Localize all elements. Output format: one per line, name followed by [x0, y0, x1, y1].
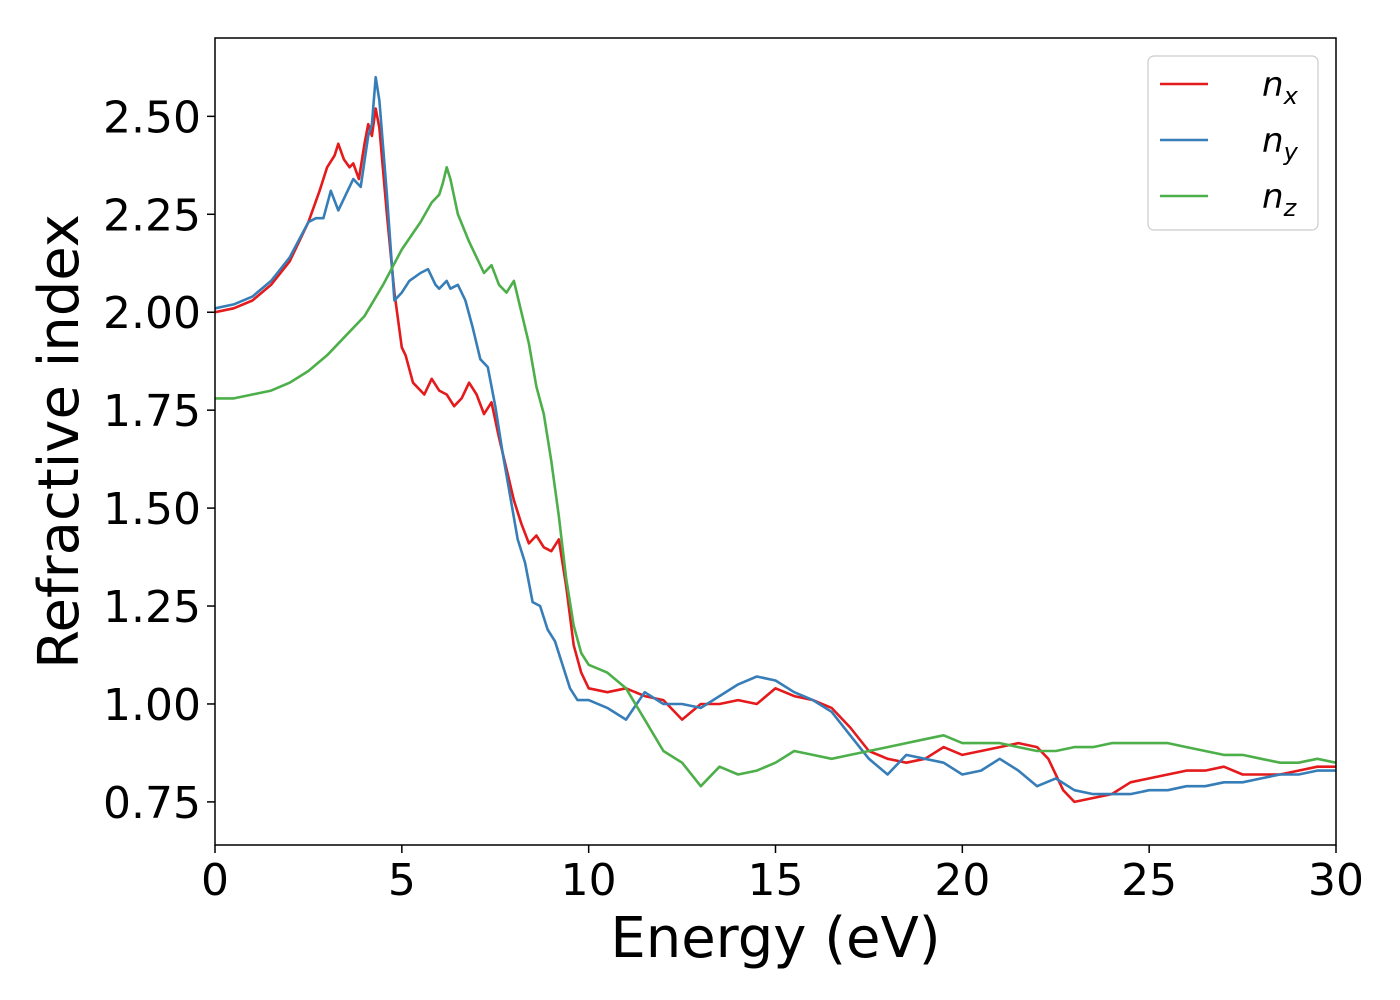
- y-axis-title: Refractive index: [27, 214, 92, 669]
- x-tick-label: 20: [934, 855, 990, 906]
- y-tick-label: 2.00: [103, 288, 201, 339]
- legend-label-x: nx: [1262, 65, 1299, 110]
- x-tick-label: 25: [1121, 855, 1177, 906]
- legend-label-y: ny: [1262, 121, 1299, 166]
- series-line-z: [215, 166, 1336, 788]
- x-tick-label: 0: [201, 855, 229, 906]
- y-tick-label: 1.25: [103, 582, 201, 633]
- y-tick-label: 1.50: [103, 484, 201, 535]
- legend: nx ny nz: [1147, 55, 1319, 231]
- y-tick-label: 2.50: [103, 92, 201, 143]
- x-tick-label: 5: [388, 855, 416, 906]
- y-tick-label: 0.75: [103, 778, 201, 829]
- plot-lines: [215, 75, 1336, 804]
- y-tick-label: 1.75: [103, 386, 201, 437]
- y-tick-label: 1.00: [103, 680, 201, 731]
- x-tick-label: 10: [561, 855, 617, 906]
- x-tick-label: 30: [1308, 855, 1364, 906]
- legend-label-z: nz: [1262, 177, 1298, 222]
- x-axis-ticks: 0 5 10 15 20 25 30: [201, 845, 1364, 906]
- x-tick-label: 15: [748, 855, 804, 906]
- y-axis-ticks: 0.75 1.00 1.25 1.50 1.75 2.00 2.25 2.50: [103, 92, 215, 829]
- legend-box: [1147, 55, 1319, 231]
- series-line-y: [215, 75, 1336, 796]
- series-line-x: [215, 107, 1336, 804]
- x-axis-title: Energy (eV): [610, 906, 940, 971]
- y-tick-label: 2.25: [103, 190, 201, 241]
